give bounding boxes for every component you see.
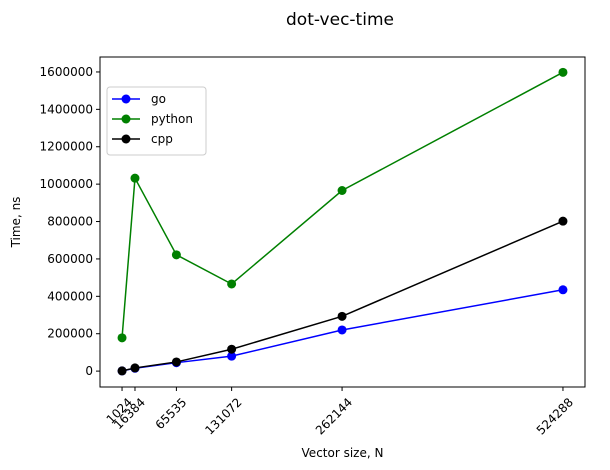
- cpp-line: [121, 220, 564, 372]
- y-tick-label: 1200000: [40, 140, 93, 154]
- y-axis: 0 200000 400000 600000 800000 1000000 1200000 1…: [40, 65, 100, 378]
- series-go: [117, 285, 568, 376]
- y-tick-label: 1600000: [40, 65, 93, 79]
- legend-marker: [121, 134, 131, 144]
- python-point: [227, 279, 237, 289]
- y-tick-label: 400000: [47, 289, 93, 303]
- legend-marker: [121, 94, 131, 104]
- chart-title: dot-vec-time: [286, 10, 394, 30]
- go-point: [558, 285, 568, 295]
- go-point: [227, 351, 237, 361]
- python-point: [171, 250, 181, 260]
- go-point: [337, 325, 347, 335]
- python-line: [121, 71, 564, 338]
- x-tick-label: 524288: [534, 395, 576, 437]
- x-tick-label: 262144: [313, 395, 355, 437]
- y-tick-label: 1400000: [40, 102, 93, 116]
- cpp-point: [171, 357, 181, 367]
- legend-item-cpp: cpp: [112, 132, 173, 146]
- legend-item-go: go: [112, 92, 166, 106]
- legend-label: python: [151, 112, 193, 126]
- y-axis-label: Time, ns: [9, 197, 23, 249]
- y-tick-label: 200000: [47, 327, 93, 341]
- python-point: [130, 173, 140, 183]
- y-tick-label: 600000: [47, 252, 93, 266]
- legend-item-python: python: [112, 112, 193, 126]
- x-tick-label: 131072: [202, 395, 244, 437]
- cpp-point: [130, 363, 140, 373]
- legend-label: cpp: [151, 132, 173, 146]
- cpp-point: [337, 311, 347, 321]
- y-tick-label: 800000: [47, 215, 93, 229]
- x-axis-label: Vector size, N: [302, 446, 384, 460]
- python-point: [558, 67, 568, 77]
- legend-marker: [121, 114, 131, 124]
- cpp-point: [558, 216, 568, 226]
- cpp-point: [117, 366, 127, 376]
- y-tick-label: 1000000: [40, 177, 93, 191]
- python-point: [117, 333, 127, 343]
- legend-label: go: [151, 92, 166, 106]
- series-python: [117, 67, 568, 343]
- python-point: [337, 185, 347, 195]
- x-tick-label: 65535: [153, 395, 190, 432]
- legend-box: [106, 86, 207, 156]
- legend: go python cpp: [106, 86, 207, 156]
- cpp-point: [227, 344, 237, 354]
- y-tick-label: 0: [85, 364, 93, 378]
- series-cpp: [117, 216, 568, 376]
- plot-area: [117, 67, 568, 376]
